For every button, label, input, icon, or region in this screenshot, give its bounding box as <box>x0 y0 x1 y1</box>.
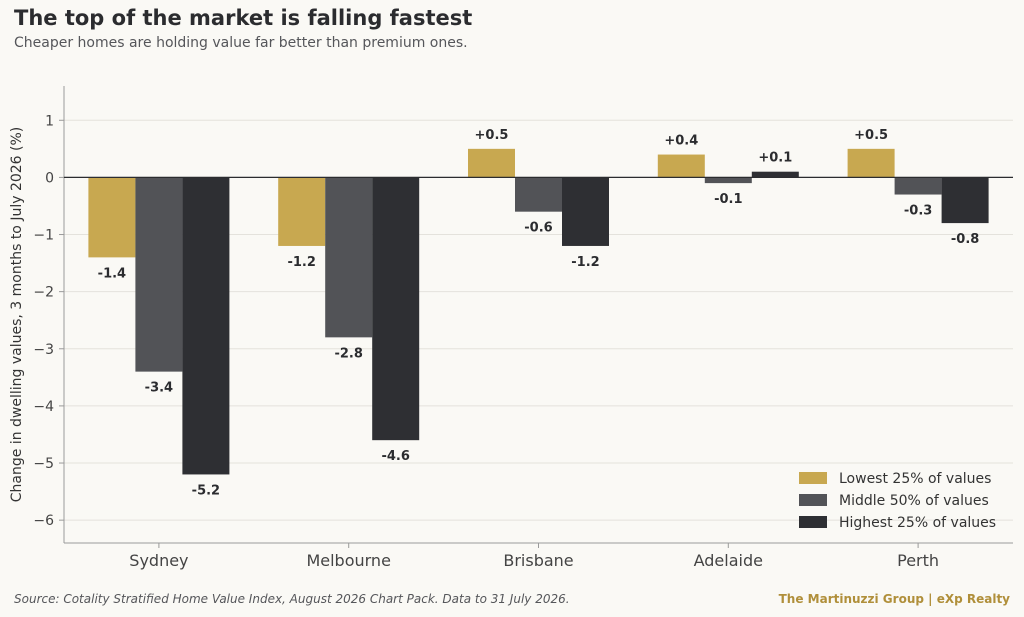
data-label: -1.2 <box>287 255 315 270</box>
bar-melbourne-lowest <box>278 177 326 246</box>
data-label: -0.6 <box>524 221 552 236</box>
data-label: -1.2 <box>571 255 599 270</box>
data-label: -5.2 <box>192 483 220 498</box>
x-tick-label: Adelaide <box>694 551 763 570</box>
legend-label: Lowest 25% of values <box>839 471 991 487</box>
data-label: +0.1 <box>758 151 792 166</box>
bar-melbourne-middle <box>325 177 373 338</box>
y-tick-label: −6 <box>33 513 54 529</box>
y-tick-label: 0 <box>45 170 54 186</box>
legend-label: Highest 25% of values <box>839 515 996 531</box>
data-label: -2.8 <box>334 346 362 361</box>
brand-credit: The Martinuzzi Group | eXp Realty <box>778 592 1010 606</box>
bar-sydney-middle <box>135 177 183 372</box>
bar-brisbane-middle <box>515 177 562 212</box>
y-tick-label: −3 <box>33 342 54 358</box>
data-label: -3.4 <box>145 381 173 396</box>
source-note: Source: Cotality Stratified Home Value I… <box>14 592 570 606</box>
y-tick-label: −1 <box>33 228 54 244</box>
x-tick-label: Melbourne <box>306 551 390 570</box>
data-label: -0.8 <box>951 232 979 247</box>
bar-adelaide-middle <box>704 177 752 184</box>
x-tick-label: Brisbane <box>503 551 573 570</box>
y-axis-label: Change in dwelling values, 3 months to J… <box>9 127 25 503</box>
data-label: +0.4 <box>664 134 698 149</box>
bar-brisbane-highest <box>562 177 609 246</box>
data-label: +0.5 <box>854 128 888 143</box>
x-tick-label: Perth <box>897 551 939 570</box>
chart-title: The top of the market is falling fastest <box>14 6 473 30</box>
chart-subtitle: Cheaper homes are holding value far bett… <box>14 35 468 51</box>
bar-melbourne-highest <box>372 177 420 441</box>
x-tick-label: Sydney <box>129 551 188 570</box>
bar-perth-middle <box>894 177 942 195</box>
legend-swatch <box>799 516 827 528</box>
bar-adelaide-lowest <box>657 154 705 178</box>
y-tick-label: −4 <box>33 399 54 415</box>
bar-brisbane-lowest <box>468 148 515 178</box>
bar-perth-highest <box>941 177 989 224</box>
legend-swatch <box>799 472 827 484</box>
data-label: +0.5 <box>475 128 509 143</box>
bar-adelaide-highest <box>751 171 799 178</box>
bar-perth-lowest <box>847 148 895 178</box>
data-label: -1.4 <box>98 266 126 281</box>
legend-label: Middle 50% of values <box>839 493 989 509</box>
y-tick-label: 1 <box>45 113 54 129</box>
data-label: -0.1 <box>714 192 742 207</box>
bar-sydney-lowest <box>88 177 136 258</box>
data-label: -0.3 <box>904 204 932 219</box>
y-tick-label: −5 <box>33 456 54 472</box>
y-tick-label: −2 <box>33 285 54 301</box>
bar-sydney-highest <box>182 177 230 475</box>
legend-swatch <box>799 494 827 506</box>
data-label: -4.6 <box>381 449 409 464</box>
